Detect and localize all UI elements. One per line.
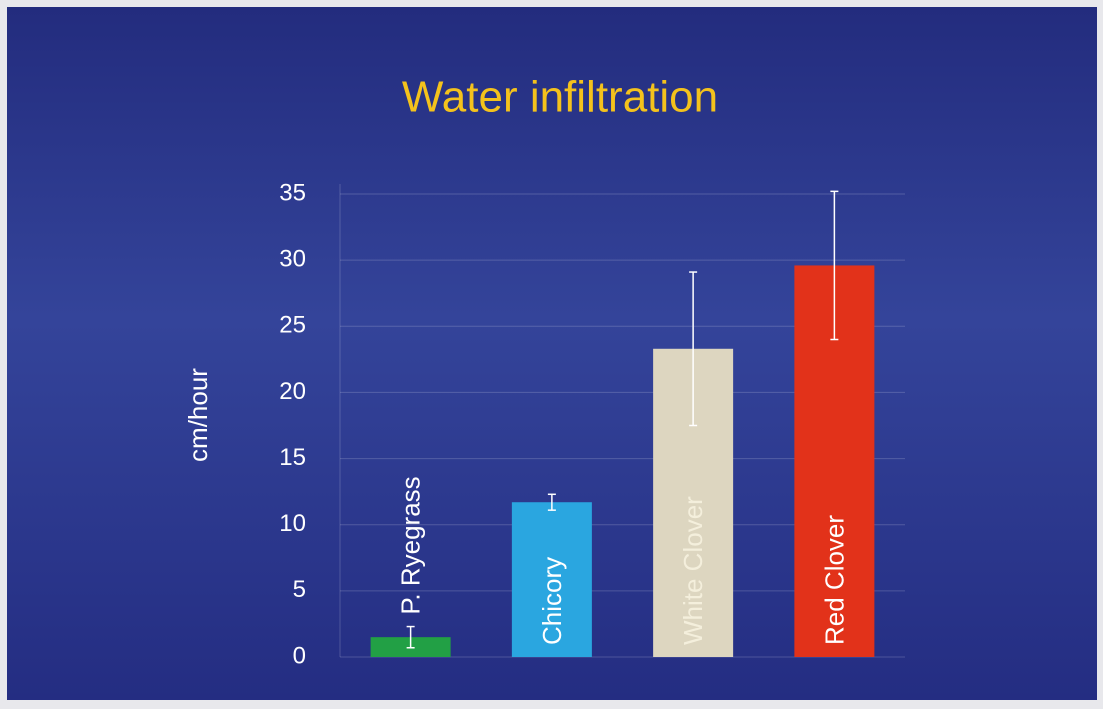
category-label: Red Clover xyxy=(819,515,849,645)
chart-title: Water infiltration xyxy=(402,73,718,122)
y-tick-label: 20 xyxy=(279,378,306,405)
bar xyxy=(511,502,592,657)
y-tick-label: 25 xyxy=(279,312,306,339)
y-tick-label: 30 xyxy=(279,245,306,272)
y-tick-label: 0 xyxy=(293,642,306,669)
y-axis-label: cm/hour xyxy=(183,368,213,462)
category-label: P. Ryegrass xyxy=(396,476,426,614)
y-tick-label: 15 xyxy=(279,444,306,471)
y-tick-label: 35 xyxy=(279,179,306,206)
category-label: White Clover xyxy=(678,496,708,645)
y-tick-label: 10 xyxy=(279,510,306,537)
category-label: Chicory xyxy=(537,557,567,645)
y-tick-label: 5 xyxy=(293,576,306,603)
